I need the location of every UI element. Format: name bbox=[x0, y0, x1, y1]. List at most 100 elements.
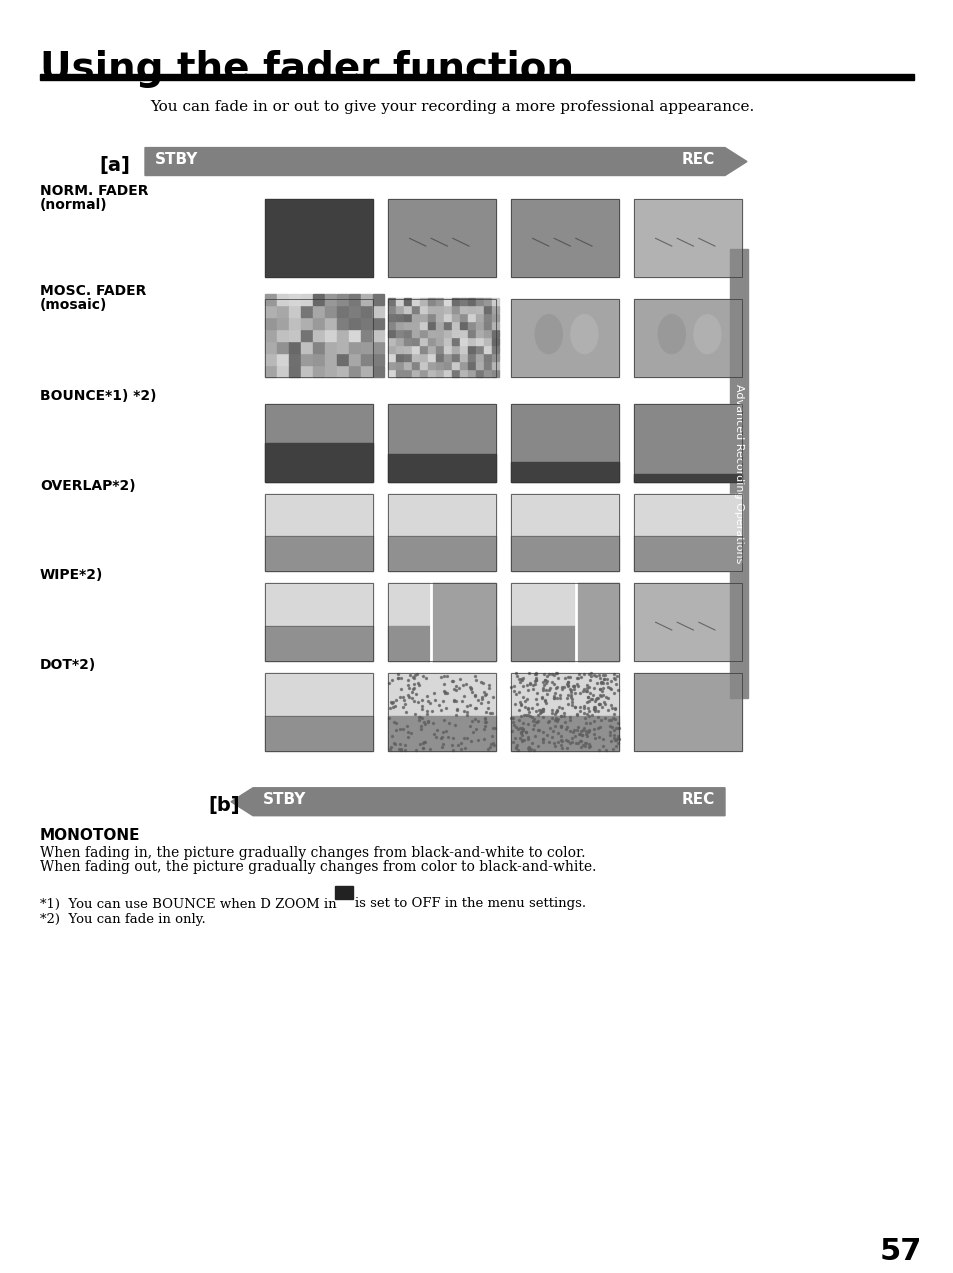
Point bbox=[526, 715, 541, 736]
Bar bbox=[395, 314, 402, 321]
Point bbox=[479, 698, 495, 718]
Point bbox=[543, 708, 558, 728]
Point bbox=[486, 736, 501, 756]
Bar bbox=[265, 404, 373, 481]
Point bbox=[404, 682, 419, 703]
Bar bbox=[336, 342, 348, 353]
Text: is set to OFF in the menu settings.: is set to OFF in the menu settings. bbox=[355, 897, 585, 910]
Bar bbox=[289, 330, 299, 341]
Point bbox=[410, 693, 425, 713]
Point bbox=[515, 713, 530, 733]
Bar bbox=[452, 322, 458, 328]
Point bbox=[603, 731, 618, 751]
Point bbox=[520, 705, 536, 726]
Point bbox=[476, 682, 491, 703]
Point bbox=[474, 689, 489, 709]
Point bbox=[610, 726, 625, 746]
Point bbox=[383, 737, 398, 757]
Point bbox=[554, 738, 569, 759]
Point bbox=[535, 729, 550, 750]
Bar bbox=[428, 362, 435, 369]
Bar bbox=[265, 342, 275, 353]
Point bbox=[535, 677, 550, 698]
Point bbox=[453, 733, 468, 754]
Point bbox=[586, 665, 601, 685]
Point bbox=[386, 712, 401, 732]
Point bbox=[606, 728, 621, 749]
Point bbox=[529, 694, 544, 714]
Point bbox=[452, 668, 467, 689]
Text: When fading in, the picture gradually changes from black-and-white to color.: When fading in, the picture gradually ch… bbox=[40, 845, 585, 859]
Point bbox=[463, 731, 478, 751]
Bar bbox=[265, 299, 373, 377]
Point bbox=[421, 738, 436, 759]
Bar bbox=[511, 673, 618, 751]
Bar bbox=[388, 299, 496, 377]
Point bbox=[408, 740, 423, 760]
Bar bbox=[276, 330, 288, 341]
Point bbox=[405, 679, 420, 699]
Point bbox=[561, 707, 577, 727]
Point bbox=[484, 718, 499, 738]
Point bbox=[520, 737, 536, 757]
Point bbox=[578, 681, 593, 701]
Bar bbox=[634, 494, 741, 536]
Bar bbox=[325, 365, 335, 377]
Bar bbox=[492, 370, 498, 377]
Point bbox=[545, 732, 560, 752]
Point bbox=[476, 708, 492, 728]
Bar bbox=[511, 494, 618, 572]
Point bbox=[519, 675, 535, 695]
Point bbox=[591, 694, 606, 714]
Point bbox=[601, 677, 617, 698]
Bar bbox=[349, 306, 359, 317]
Bar bbox=[301, 318, 312, 328]
Bar bbox=[443, 354, 451, 362]
Point bbox=[406, 679, 421, 699]
Point bbox=[537, 670, 552, 690]
Bar bbox=[443, 298, 451, 306]
Point bbox=[528, 712, 543, 732]
Point bbox=[419, 704, 435, 724]
Point bbox=[585, 724, 600, 745]
Point bbox=[523, 733, 538, 754]
Point bbox=[578, 727, 594, 747]
Point bbox=[514, 731, 529, 751]
Point bbox=[543, 663, 558, 684]
Point bbox=[558, 737, 574, 757]
Bar bbox=[634, 673, 741, 751]
Point bbox=[537, 670, 553, 690]
Point bbox=[573, 731, 588, 751]
Point bbox=[428, 727, 443, 747]
Point bbox=[462, 677, 477, 698]
Point bbox=[566, 676, 581, 696]
Bar bbox=[511, 536, 618, 572]
Bar bbox=[419, 370, 427, 377]
Bar bbox=[412, 322, 418, 328]
Point bbox=[570, 676, 585, 696]
Bar bbox=[289, 365, 299, 377]
Point bbox=[576, 718, 591, 738]
Point bbox=[510, 718, 525, 738]
Text: *2)  You can fade in only.: *2) You can fade in only. bbox=[40, 914, 206, 927]
Point bbox=[595, 677, 610, 698]
Point bbox=[607, 698, 622, 718]
Point bbox=[588, 689, 603, 709]
Point bbox=[590, 708, 605, 728]
Bar bbox=[373, 365, 384, 377]
Bar bbox=[388, 404, 496, 481]
Point bbox=[577, 695, 592, 715]
Point bbox=[535, 680, 550, 700]
Point bbox=[476, 718, 491, 738]
Bar bbox=[468, 306, 475, 313]
Point bbox=[545, 686, 560, 707]
Point bbox=[537, 693, 553, 713]
Bar bbox=[388, 322, 395, 328]
Bar bbox=[373, 354, 384, 365]
Point bbox=[525, 679, 540, 699]
Point bbox=[424, 700, 439, 721]
Point bbox=[473, 693, 488, 713]
Bar bbox=[511, 583, 618, 626]
Point bbox=[569, 704, 584, 724]
Bar bbox=[360, 365, 372, 377]
